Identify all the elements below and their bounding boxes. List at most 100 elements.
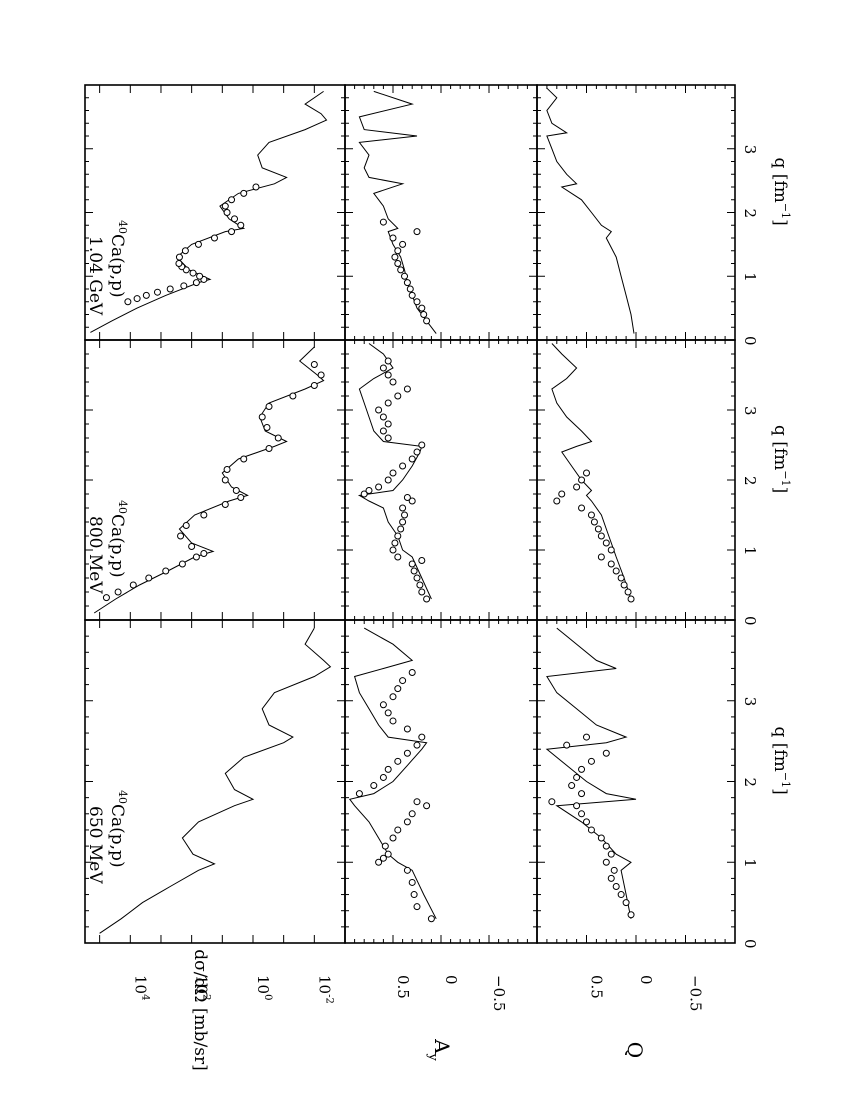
data-point	[403, 749, 411, 757]
data-point	[133, 295, 141, 303]
y-tick-label: 10-2	[315, 975, 334, 1004]
data-point	[394, 685, 402, 693]
data-point	[192, 553, 200, 561]
tick-exponent: 2	[201, 994, 212, 1000]
data-point	[265, 403, 273, 410]
data-point	[413, 574, 421, 582]
x-tick-label: 3	[741, 697, 759, 707]
data-point	[624, 588, 632, 596]
y-tick-label: 100	[254, 975, 273, 1000]
data-point	[289, 392, 297, 400]
x-title-sup: −1	[779, 203, 792, 219]
data-point	[418, 557, 426, 564]
data-point	[408, 878, 416, 886]
data-point	[232, 487, 240, 494]
x-tick-label: 2	[741, 476, 759, 486]
data-point	[384, 371, 392, 379]
data-point	[399, 677, 407, 685]
data-point	[263, 424, 271, 431]
data-point	[583, 733, 590, 741]
tick-base: 10	[315, 975, 333, 994]
data-point	[196, 272, 204, 280]
panel-frame	[344, 84, 538, 341]
analyzing-power-panel-0	[344, 619, 538, 944]
y-axis-title-ay: Ay	[425, 1038, 454, 1061]
data-point	[413, 741, 421, 749]
tick-exponent: 0	[262, 994, 273, 1000]
data-point	[210, 234, 218, 242]
data-point	[166, 285, 174, 293]
tick-exponent: 4	[139, 994, 150, 1000]
data-point	[418, 588, 426, 596]
x-axis-title: q [fm−1]	[770, 425, 792, 493]
panel-frame	[344, 619, 538, 944]
data-point	[221, 501, 229, 508]
data-point	[403, 494, 411, 501]
data-point	[427, 915, 435, 923]
data-point	[594, 525, 602, 533]
data-point	[384, 357, 392, 365]
data-point	[410, 567, 418, 575]
data-point	[607, 874, 615, 882]
data-point	[602, 842, 610, 850]
data-point	[389, 234, 397, 242]
y-tick-label: −0.5	[687, 975, 705, 1011]
label-energy: 1.04 GeV	[85, 236, 105, 316]
data-point	[583, 818, 590, 826]
data-point	[178, 560, 186, 568]
data-point	[413, 903, 421, 911]
theory-curve	[99, 627, 332, 934]
data-point	[228, 196, 236, 204]
data-point	[240, 455, 248, 463]
panel-frame	[344, 339, 538, 621]
cross-section-panel-2	[84, 84, 346, 341]
ay-sub: y	[425, 1053, 440, 1062]
data-point	[394, 392, 402, 400]
panel-frame	[84, 84, 346, 341]
data-point	[578, 476, 586, 484]
x-axis-title: q [fm−1]	[770, 158, 792, 226]
data-point	[408, 560, 416, 568]
x-tick-label: 0	[741, 616, 759, 626]
y-tick-label: 0	[637, 975, 655, 985]
data-point	[381, 842, 389, 850]
data-point	[375, 858, 383, 866]
data-point	[418, 733, 426, 741]
data-point	[578, 790, 586, 798]
panel-frame	[84, 339, 346, 621]
data-point	[416, 581, 424, 589]
data-point	[310, 361, 318, 368]
data-point	[384, 476, 392, 484]
data-point	[162, 567, 170, 575]
theory-curve	[93, 346, 325, 614]
data-point	[597, 834, 605, 842]
label-reaction: Ca(p,p)	[107, 234, 127, 298]
spin-rotation-panel-1	[536, 339, 736, 621]
data-point	[389, 717, 397, 725]
data-point	[240, 189, 248, 197]
tick-base: 10	[254, 975, 272, 994]
y-tick-label: 0.5	[588, 975, 606, 999]
data-point	[274, 434, 282, 442]
energy-label: 40Ca(p,p)1.04 GeV	[85, 220, 129, 316]
x-axis-title: q [fm−1]	[770, 727, 792, 795]
data-point	[548, 798, 556, 806]
x-tick-label: 3	[741, 406, 759, 416]
data-point	[620, 581, 628, 589]
data-point	[177, 532, 185, 540]
x-title-close: ]	[770, 219, 790, 226]
data-point	[394, 826, 402, 834]
data-point	[607, 546, 615, 554]
data-point	[221, 476, 229, 484]
data-point	[408, 291, 416, 299]
data-point	[403, 818, 411, 826]
data-point	[413, 228, 421, 236]
data-point	[379, 773, 387, 781]
data-point	[612, 567, 620, 575]
data-point	[423, 802, 431, 810]
x-tick-label: 2	[741, 209, 759, 219]
data-point	[410, 891, 418, 899]
data-point	[389, 378, 397, 386]
y-tick-label: 0.5	[394, 975, 412, 999]
